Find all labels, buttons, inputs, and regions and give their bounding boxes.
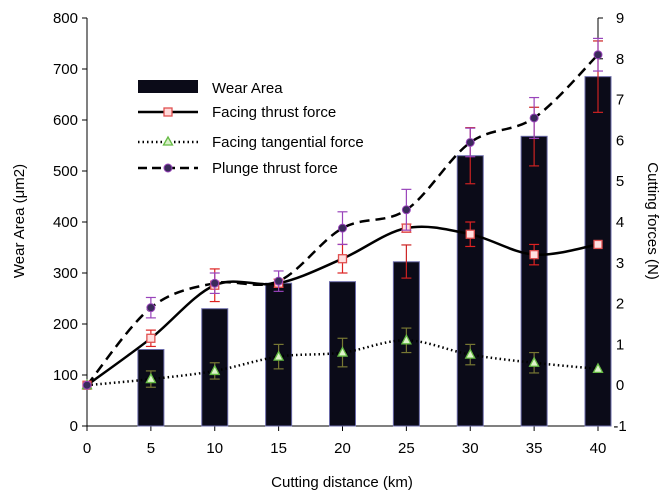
x-tick-label-30: 30 bbox=[462, 440, 479, 457]
y-left-tick-label-0: 0 bbox=[70, 418, 78, 435]
y-right-tick-label-4: 4 bbox=[616, 214, 624, 231]
legend-label-plunge-thrust: Plunge thrust force bbox=[212, 160, 338, 177]
marker-facing-tangential-force-10 bbox=[209, 364, 221, 376]
marker-plunge-thrust-force-25 bbox=[401, 205, 411, 215]
x-tick-label-0: 0 bbox=[83, 440, 91, 457]
legend-marker-plunge-thrust bbox=[163, 163, 173, 173]
x-tick-label-5: 5 bbox=[147, 440, 155, 457]
marker-plunge-thrust-force-20 bbox=[338, 223, 347, 233]
bar-wear-area-40 bbox=[584, 76, 612, 427]
y-right-tick-label-3: 3 bbox=[616, 255, 624, 272]
bar-series bbox=[137, 40, 612, 427]
x-tick-label-15: 15 bbox=[270, 440, 287, 457]
marker-facing-thrust-force-30 bbox=[465, 229, 475, 239]
marker-facing-thrust-force-5 bbox=[146, 333, 156, 343]
x-tick-label-40: 40 bbox=[590, 440, 607, 457]
y-right-tick-label-6: 6 bbox=[616, 132, 624, 149]
x-tick-label-10: 10 bbox=[206, 440, 223, 457]
marker-facing-thrust-force-35 bbox=[529, 249, 539, 260]
marker-facing-tangential-force-15 bbox=[273, 350, 285, 361]
y-left-tick-label-600: 600 bbox=[53, 112, 78, 129]
y-axis-right-title: Cutting forces (N) bbox=[644, 162, 659, 280]
y-right-tick-label--1: -1 bbox=[613, 418, 626, 435]
y-right-tick-label-0: 0 bbox=[616, 377, 624, 394]
series-markers bbox=[81, 37, 604, 390]
legend-label-facing-tangential: Facing tangential force bbox=[212, 134, 364, 151]
marker-facing-tangential-force-5 bbox=[145, 372, 157, 384]
marker-plunge-thrust-force-30 bbox=[465, 137, 475, 147]
y-left-tick-label-800: 800 bbox=[53, 10, 78, 27]
legend-swatch-wear-area bbox=[138, 80, 198, 93]
x-axis-title: Cutting distance (km) bbox=[271, 474, 413, 491]
y-right-tick-label-9: 9 bbox=[616, 10, 624, 27]
marker-facing-thrust-force-20 bbox=[337, 254, 348, 264]
legend-marker-facing-thrust bbox=[163, 107, 173, 117]
marker-facing-tangential-force-40 bbox=[592, 362, 604, 374]
y-right-tick-label-5: 5 bbox=[616, 173, 624, 190]
marker-facing-tangential-force-35 bbox=[528, 356, 540, 367]
marker-plunge-thrust-force-5 bbox=[146, 303, 156, 313]
marker-facing-tangential-force-30 bbox=[464, 348, 476, 359]
x-tick-label-20: 20 bbox=[334, 440, 351, 457]
y-right-tick-label-2: 2 bbox=[616, 296, 624, 313]
y-left-tick-label-200: 200 bbox=[53, 316, 78, 333]
marker-plunge-thrust-force-0 bbox=[82, 380, 92, 390]
marker-facing-thrust-force-40 bbox=[593, 239, 603, 250]
legend: Wear Area Facing thrust force Facing tan… bbox=[138, 80, 364, 177]
legend-label-wear-area: Wear Area bbox=[212, 80, 283, 97]
marker-plunge-thrust-force-15 bbox=[274, 276, 284, 286]
legend-label-facing-thrust: Facing thrust force bbox=[212, 104, 336, 121]
marker-plunge-thrust-force-35 bbox=[529, 113, 539, 123]
y-left-tick-label-100: 100 bbox=[53, 367, 78, 384]
y-left-tick-label-400: 400 bbox=[53, 214, 78, 231]
y-left-tick-label-500: 500 bbox=[53, 163, 78, 180]
bar-wear-area-30 bbox=[456, 155, 484, 427]
line-plunge-thrust-force bbox=[86, 53, 599, 386]
y-right-tick-label-8: 8 bbox=[616, 51, 624, 68]
marker-facing-tangential-force-25 bbox=[400, 333, 412, 345]
y-left-tick-label-300: 300 bbox=[53, 265, 78, 282]
bar-wear-area-35 bbox=[520, 135, 548, 427]
x-tick-label-35: 35 bbox=[526, 440, 543, 457]
y-right-tick-label-7: 7 bbox=[616, 92, 624, 109]
y-right-tick-label-1: 1 bbox=[616, 336, 624, 353]
y-axis-left-title: Wear Area (μm2) bbox=[11, 164, 28, 278]
marker-plunge-thrust-force-10 bbox=[210, 278, 220, 288]
marker-facing-tangential-force-20 bbox=[336, 346, 349, 357]
legend-marker-facing-tangential bbox=[162, 135, 174, 146]
x-tick-label-25: 25 bbox=[398, 440, 415, 457]
tick-labels: 0 5 10 15 20 25 30 35 40010020030040050060070080… bbox=[53, 10, 627, 457]
marker-plunge-thrust-force-40 bbox=[593, 50, 603, 60]
y-left-tick-label-700: 700 bbox=[53, 61, 78, 78]
